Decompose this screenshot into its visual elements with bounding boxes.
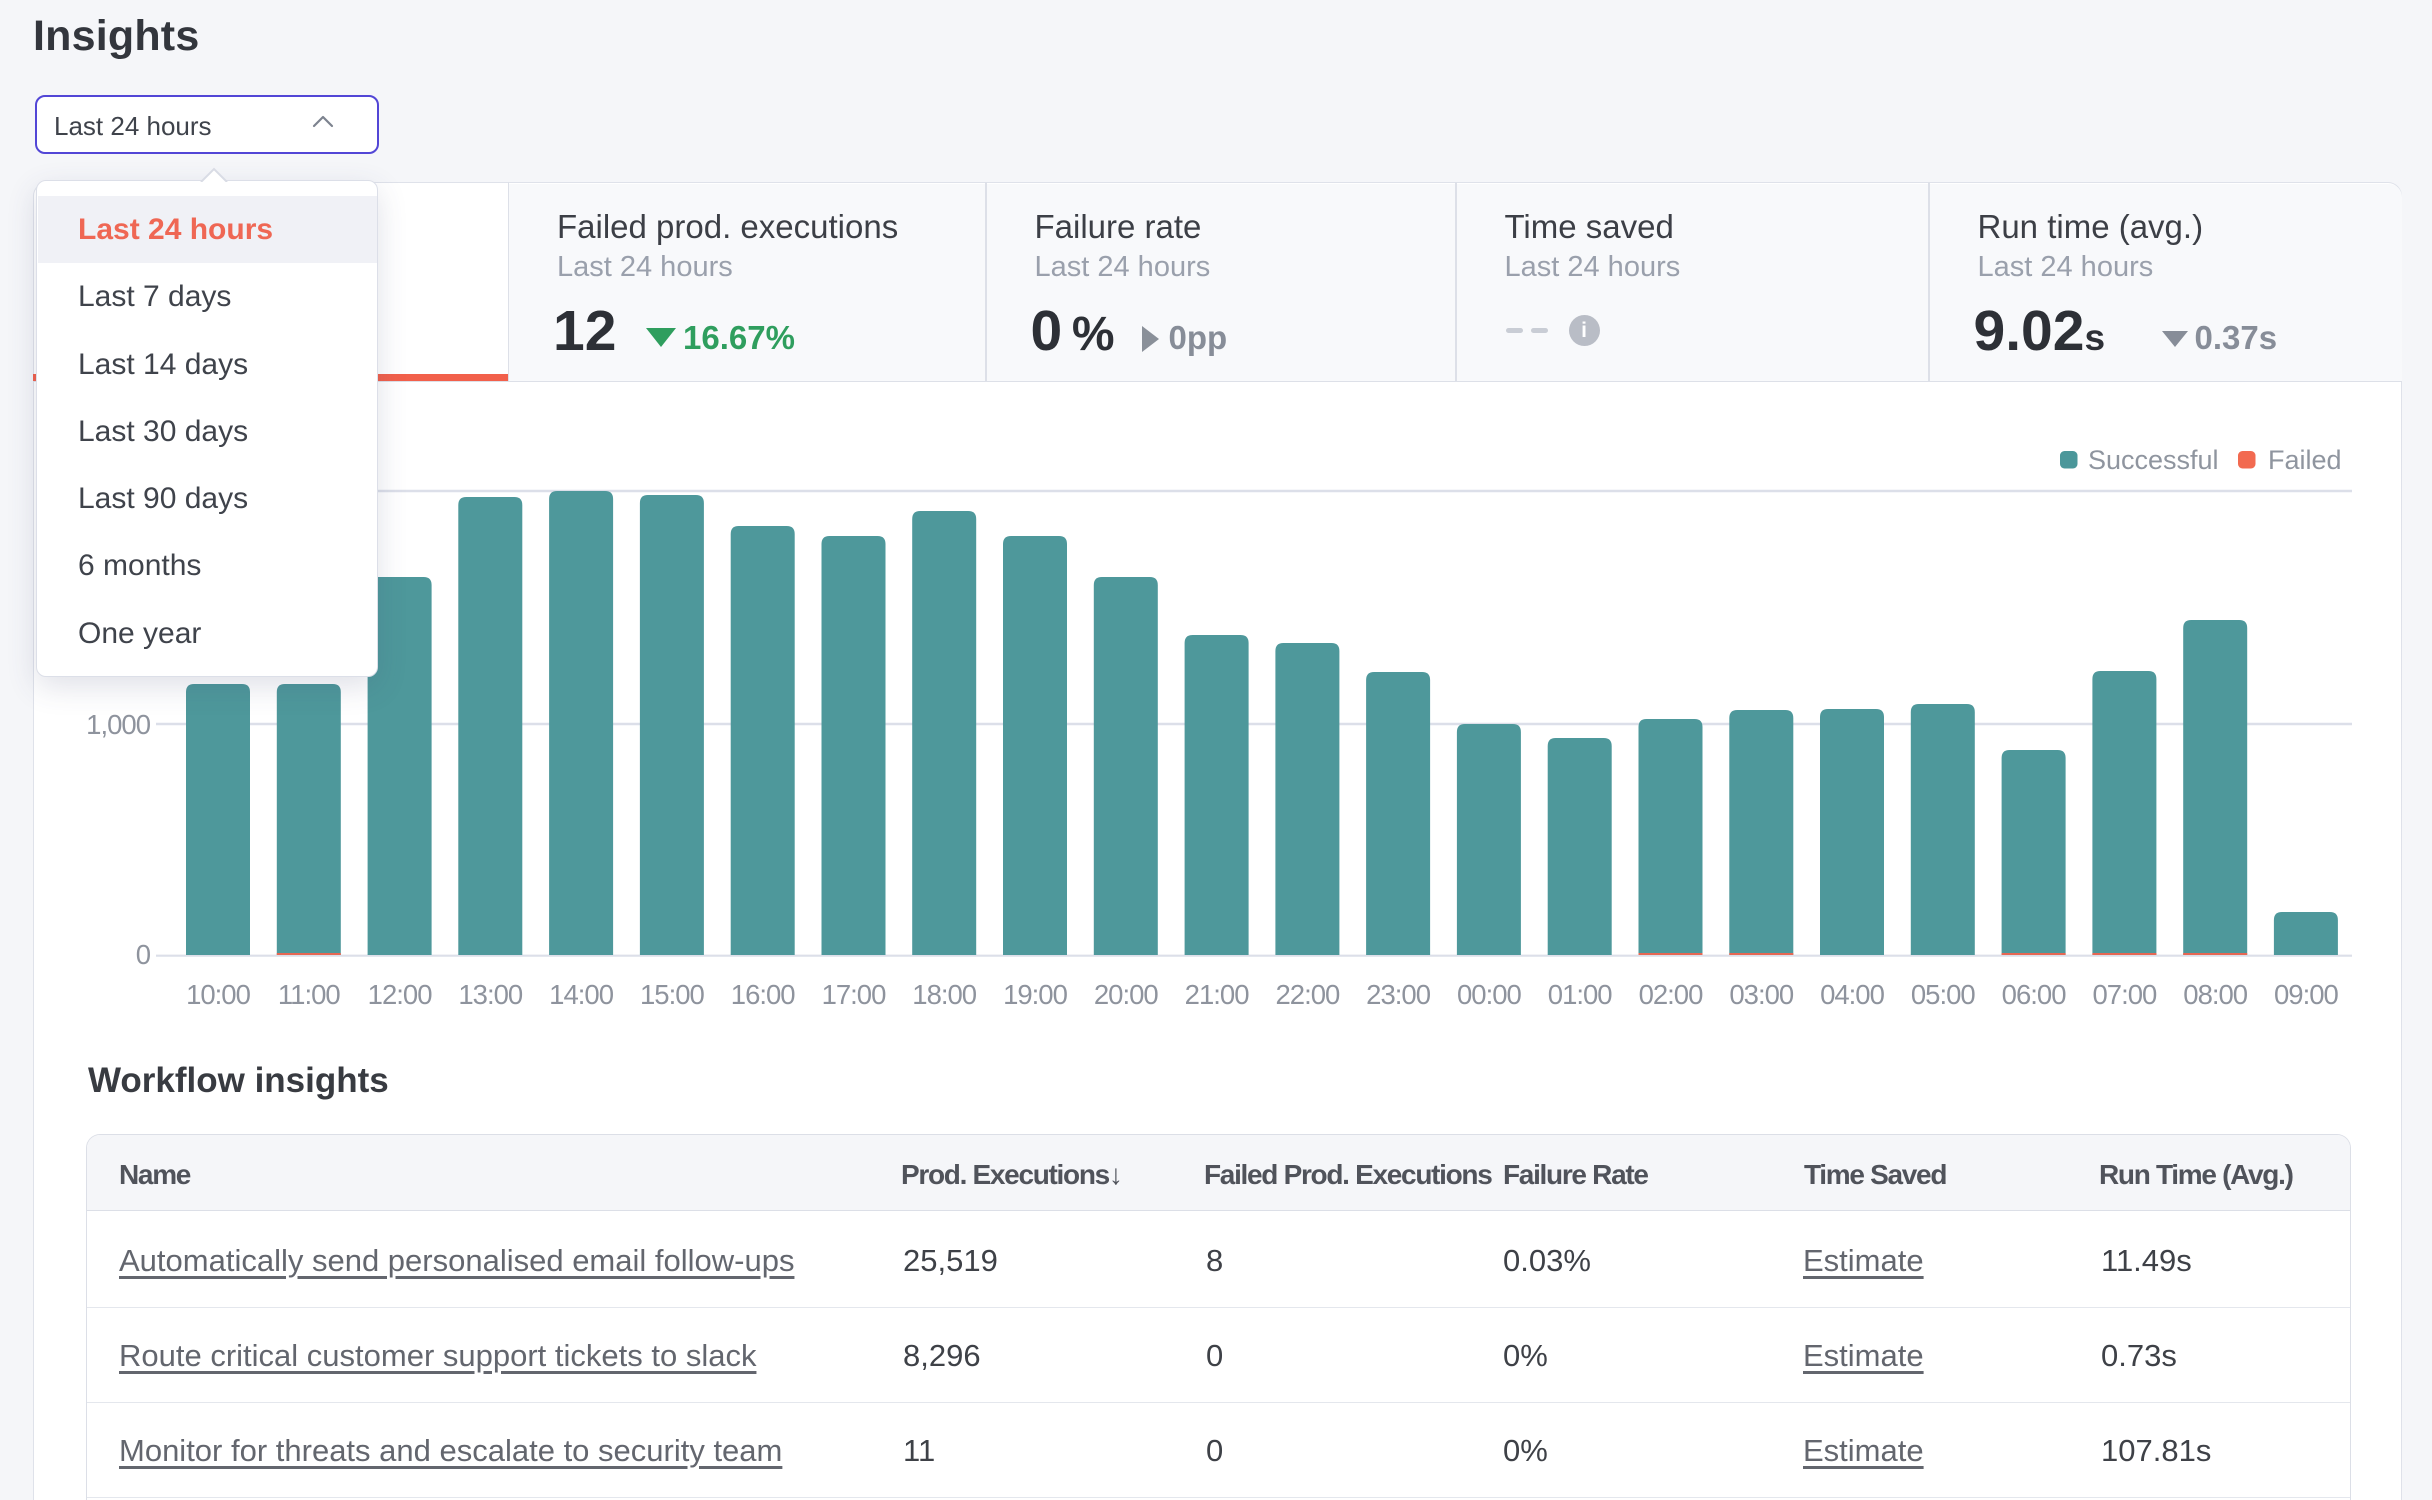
svg-text:Successful: Successful: [2088, 445, 2219, 475]
svg-text:Failed: Failed: [2268, 445, 2342, 475]
svg-text:01:00: 01:00: [1548, 979, 1613, 1010]
svg-text:23:00: 23:00: [1366, 979, 1431, 1010]
svg-text:0: 0: [136, 939, 151, 970]
svg-text:00:00: 00:00: [1457, 979, 1522, 1010]
svg-text:15:00: 15:00: [640, 979, 705, 1010]
svg-text:16:00: 16:00: [731, 979, 796, 1010]
svg-text:21:00: 21:00: [1185, 979, 1250, 1010]
svg-text:04:00: 04:00: [1820, 979, 1885, 1010]
svg-text:10:00: 10:00: [186, 979, 251, 1010]
svg-text:03:00: 03:00: [1729, 979, 1794, 1010]
svg-text:22:00: 22:00: [1275, 979, 1340, 1010]
svg-text:08:00: 08:00: [2183, 979, 2248, 1010]
svg-text:13:00: 13:00: [458, 979, 523, 1010]
svg-text:20:00: 20:00: [1094, 979, 1159, 1010]
svg-text:19:00: 19:00: [1003, 979, 1068, 1010]
svg-text:1,000: 1,000: [86, 709, 151, 740]
svg-text:07:00: 07:00: [2092, 979, 2157, 1010]
svg-text:11:00: 11:00: [278, 979, 340, 1010]
svg-text:12:00: 12:00: [368, 979, 433, 1010]
svg-text:05:00: 05:00: [1911, 979, 1976, 1010]
svg-text:18:00: 18:00: [912, 979, 977, 1010]
svg-text:17:00: 17:00: [822, 979, 887, 1010]
svg-text:06:00: 06:00: [2002, 979, 2067, 1010]
svg-text:14:00: 14:00: [549, 979, 614, 1010]
svg-text:02:00: 02:00: [1639, 979, 1704, 1010]
svg-text:09:00: 09:00: [2274, 979, 2339, 1010]
